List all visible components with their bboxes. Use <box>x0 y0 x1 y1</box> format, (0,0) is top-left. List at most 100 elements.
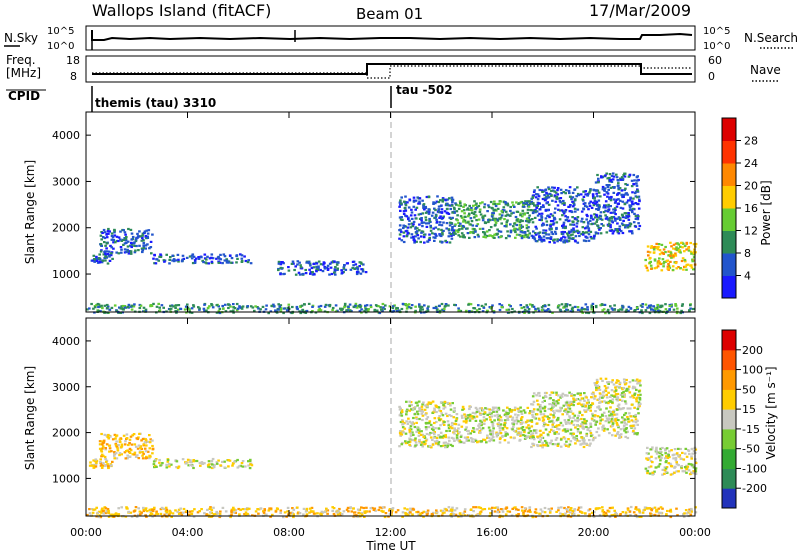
velocity-point <box>439 401 443 404</box>
velocity-point <box>113 452 116 455</box>
power-point <box>509 305 512 308</box>
velocity-point <box>512 423 515 426</box>
power-point <box>496 219 500 222</box>
velocity-point <box>625 378 628 382</box>
power-point <box>477 235 480 238</box>
velocity-point <box>556 443 560 446</box>
velocity-point <box>439 431 443 434</box>
velocity-point <box>151 447 155 450</box>
power-point <box>375 309 379 312</box>
velocity-point <box>137 444 141 447</box>
freq-left-tick-top: 18 <box>66 54 80 67</box>
power-point <box>548 228 552 231</box>
power-point <box>547 186 550 189</box>
velocity-point <box>664 449 667 452</box>
power-point <box>558 308 562 311</box>
velocity-point <box>234 511 237 514</box>
velocity-point <box>617 426 620 429</box>
power-point <box>499 200 502 203</box>
power-point <box>304 268 307 272</box>
power-point <box>130 245 133 249</box>
velocity-point <box>148 457 151 460</box>
velocity-point <box>450 436 454 439</box>
power-point <box>448 221 452 224</box>
power-point <box>404 303 408 306</box>
nave-label: Nave <box>750 63 781 77</box>
velocity-point <box>498 515 501 519</box>
power-point <box>446 202 449 205</box>
velocity-point <box>638 396 642 400</box>
velocity-point <box>609 411 612 414</box>
power-colorbar-label: 28 <box>744 135 758 148</box>
velocity-point <box>565 508 568 511</box>
power-point <box>312 262 315 266</box>
power-point <box>506 213 509 216</box>
velocity-point <box>132 433 136 436</box>
velocity-point <box>611 415 614 418</box>
velocity-point <box>531 413 534 416</box>
power-point <box>225 259 229 262</box>
power-point <box>545 191 548 194</box>
power-point <box>540 306 544 309</box>
velocity-point <box>490 415 493 418</box>
power-point <box>481 201 484 204</box>
power-point <box>513 227 516 230</box>
power-point <box>616 184 620 187</box>
velocity-point <box>654 448 658 451</box>
power-point <box>691 260 694 263</box>
velocity-point <box>401 511 405 514</box>
power-point <box>309 272 312 275</box>
velocity-point <box>560 394 563 397</box>
power-point <box>177 304 181 307</box>
velocity-point <box>127 510 130 513</box>
velocity-point <box>114 442 118 446</box>
velocity-point <box>611 398 615 401</box>
power-point <box>487 206 491 209</box>
velocity-point <box>598 388 602 391</box>
power-point <box>470 206 473 210</box>
power-point <box>422 221 426 224</box>
velocity-point <box>545 441 548 444</box>
power-point <box>592 188 595 191</box>
power-point <box>556 193 560 196</box>
power-point <box>117 236 121 239</box>
velocity-point <box>407 417 410 420</box>
power-point <box>280 261 283 264</box>
velocity-point <box>618 385 622 388</box>
power-point <box>267 312 270 315</box>
velocity-point <box>100 432 103 436</box>
velocity-point <box>622 378 626 381</box>
velocity-point <box>520 418 523 421</box>
power-point <box>556 240 559 243</box>
velocity-point <box>595 381 599 384</box>
velocity-point <box>588 444 591 447</box>
velocity-point <box>488 408 491 411</box>
velocity-point <box>236 458 239 462</box>
velocity-point <box>548 430 552 434</box>
power-point <box>246 305 249 308</box>
noise-panel-frame <box>85 25 696 51</box>
velocity-point <box>616 399 619 402</box>
power-point <box>566 308 570 312</box>
velocity-point <box>211 457 215 461</box>
velocity-point <box>291 507 294 510</box>
velocity-point <box>282 516 285 519</box>
velocity-point <box>582 403 585 406</box>
power-point <box>152 257 155 260</box>
power-point <box>657 243 661 246</box>
velocity-point <box>107 433 110 437</box>
power-point <box>672 255 675 258</box>
power-point <box>635 306 639 310</box>
velocity-point <box>211 466 214 470</box>
cpid-segment-1: themis (tau) 3310 <box>95 96 216 110</box>
power-point <box>94 306 97 309</box>
velocity-point <box>683 452 687 455</box>
velocity-point <box>247 464 250 467</box>
power-point <box>555 197 559 200</box>
power-point <box>634 202 637 205</box>
velocity-point <box>530 403 533 406</box>
power-point <box>157 302 160 305</box>
velocity-point <box>599 419 602 422</box>
power-point <box>183 308 187 311</box>
velocity-point <box>390 511 393 514</box>
